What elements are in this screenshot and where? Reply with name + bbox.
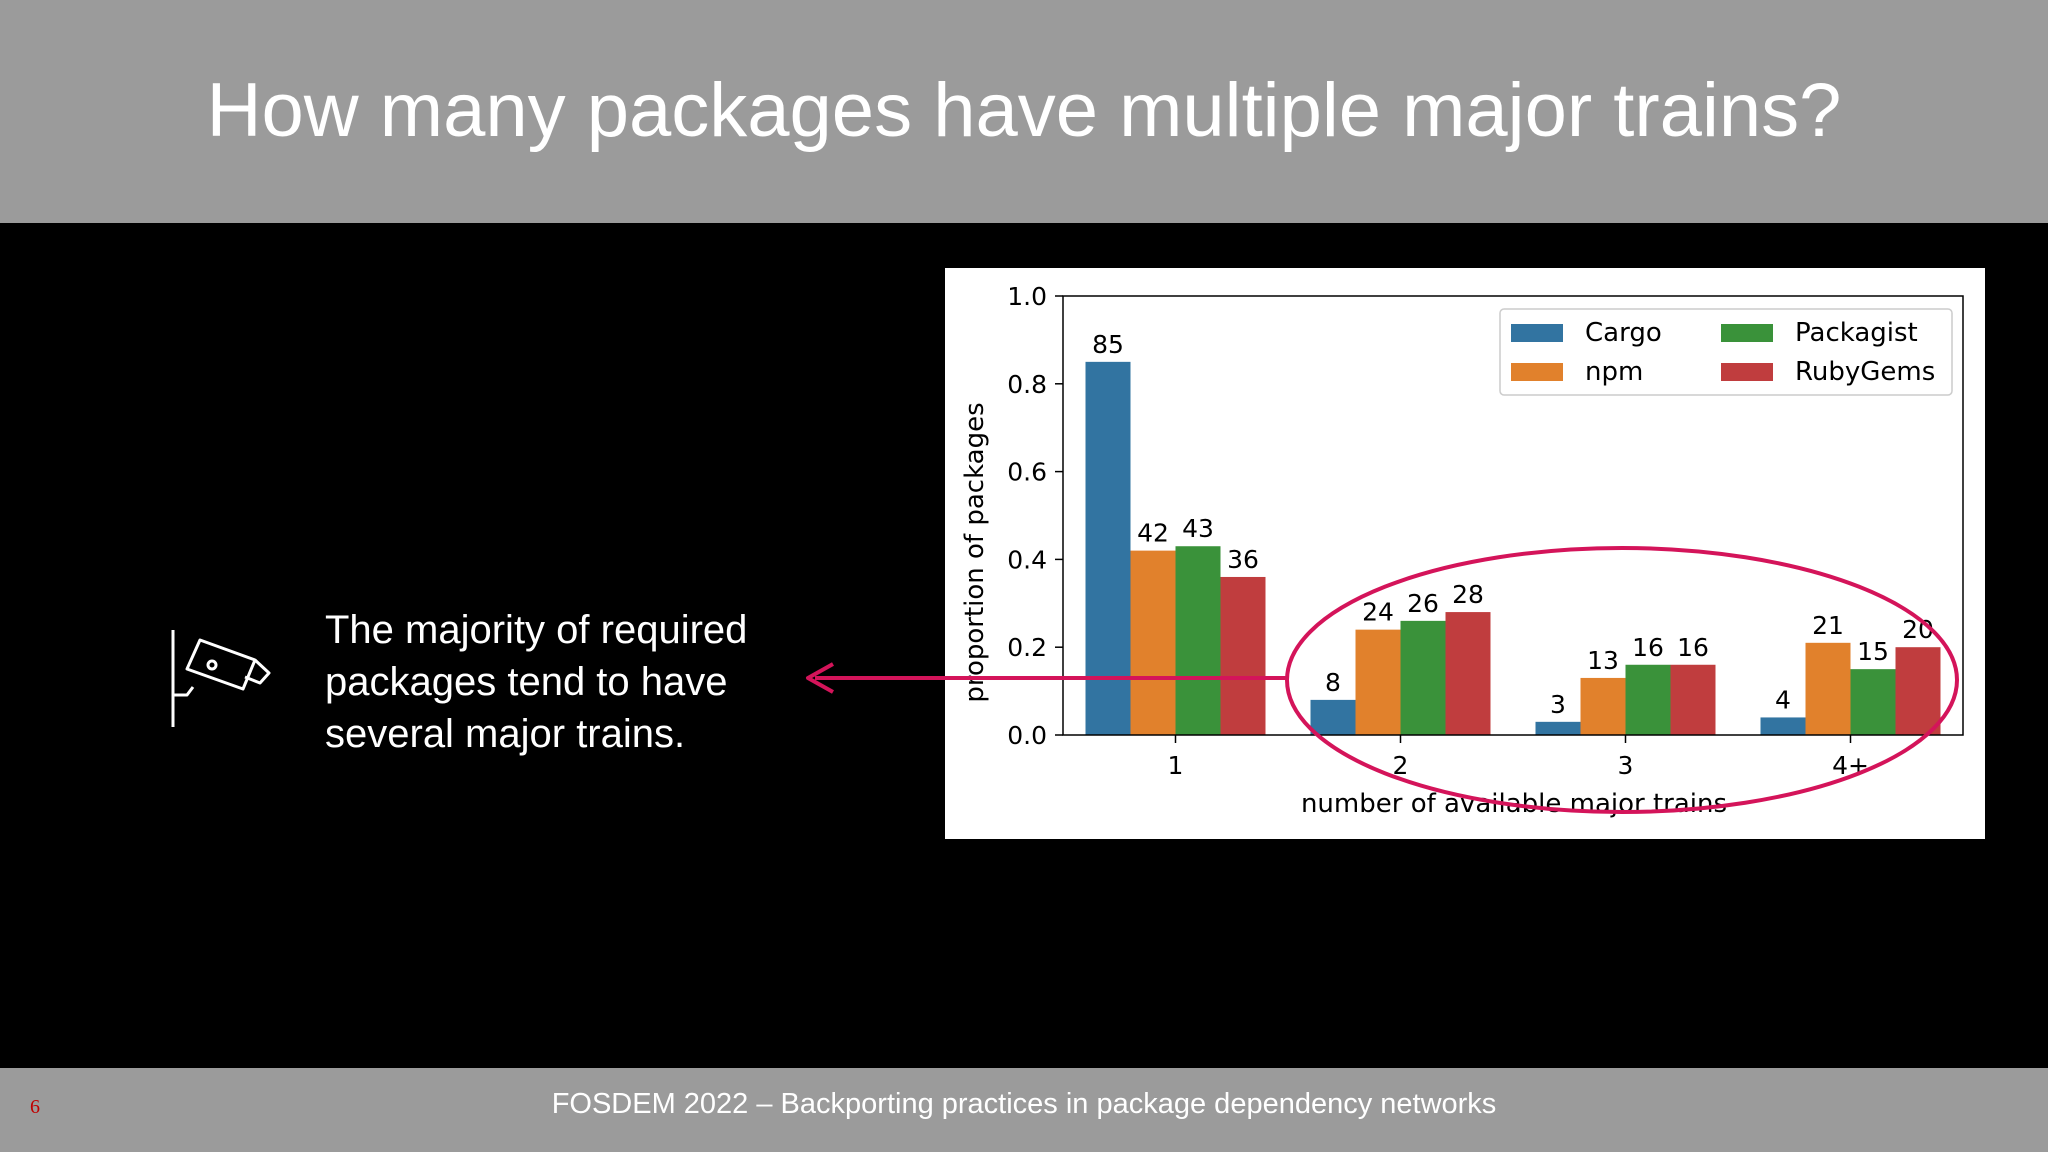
bar-npm-1 [1130, 550, 1176, 735]
legend-label: Cargo [1585, 318, 1662, 348]
bar-cargo-1 [1085, 361, 1131, 735]
slide-title: How many packages have multiple major tr… [206, 68, 1842, 153]
legend-swatch-cargo [1511, 324, 1563, 342]
y-tick-label: 0.0 [1007, 721, 1047, 750]
data-label: 36 [1227, 545, 1259, 574]
arrow-head [806, 662, 834, 694]
data-label: 85 [1092, 330, 1124, 359]
side-text: The majority of required packages tend t… [325, 604, 845, 760]
data-label: 16 [1677, 633, 1709, 662]
bar-rubygems-1 [1220, 576, 1266, 735]
bar-packagist-2 [1400, 620, 1446, 735]
side-text-line: The majority of required [325, 608, 748, 652]
bar-rubygems-2 [1445, 612, 1491, 735]
y-tick-label: 0.6 [1007, 458, 1047, 487]
y-tick-label: 0.8 [1007, 370, 1047, 399]
bar-cargo-3 [1535, 721, 1581, 735]
page-number: 6 [30, 1096, 40, 1118]
legend-label: npm [1585, 357, 1643, 387]
plot-frame [1062, 295, 1964, 736]
legend-label: RubyGems [1795, 357, 1935, 387]
legend-label: Packagist [1795, 318, 1918, 348]
data-label: 21 [1812, 611, 1844, 640]
y-tick-label: 1.0 [1007, 282, 1047, 311]
legend-box [1499, 308, 1953, 396]
side-text-line: packages tend to have [325, 660, 728, 704]
data-label: 28 [1452, 580, 1484, 609]
bar-cargo-2 [1310, 699, 1356, 735]
data-label: 8 [1325, 668, 1341, 697]
security-camera-icon [165, 625, 290, 730]
x-tick-label: 1 [1168, 751, 1184, 780]
title-bar [0, 0, 2048, 223]
bar-rubygems-4+ [1895, 647, 1941, 735]
bar-npm-3 [1580, 677, 1626, 735]
legend-swatch-npm [1511, 363, 1563, 381]
bar-packagist-4+ [1850, 669, 1896, 735]
x-tick-label: 3 [1618, 751, 1634, 780]
footer-text: FOSDEM 2022 – Backporting practices in p… [551, 1088, 1497, 1120]
data-label: 42 [1137, 519, 1169, 548]
data-label: 43 [1182, 514, 1214, 543]
data-label: 4 [1775, 685, 1791, 714]
bar-npm-4+ [1805, 642, 1851, 735]
bar-packagist-3 [1625, 664, 1671, 735]
y-tick-label: 0.4 [1007, 545, 1047, 574]
data-label: 15 [1857, 637, 1889, 666]
y-tick-label: 0.2 [1007, 633, 1047, 662]
data-label: 16 [1632, 633, 1664, 662]
bar-packagist-1 [1175, 546, 1221, 735]
data-label: 13 [1587, 646, 1619, 675]
data-label: 24 [1362, 598, 1394, 627]
footer-bar [0, 1068, 2048, 1152]
side-text-line: several major trains. [325, 712, 686, 756]
bar-rubygems-3 [1670, 664, 1716, 735]
data-label: 3 [1550, 690, 1566, 719]
legend-swatch-packagist [1721, 324, 1773, 342]
bar-npm-2 [1355, 629, 1401, 735]
data-label: 26 [1407, 589, 1439, 618]
y-axis-title: proportion of packages [960, 402, 990, 702]
legend-swatch-rubygems [1721, 363, 1773, 381]
x-tick-label: 2 [1393, 751, 1409, 780]
bar-cargo-4+ [1760, 717, 1806, 735]
